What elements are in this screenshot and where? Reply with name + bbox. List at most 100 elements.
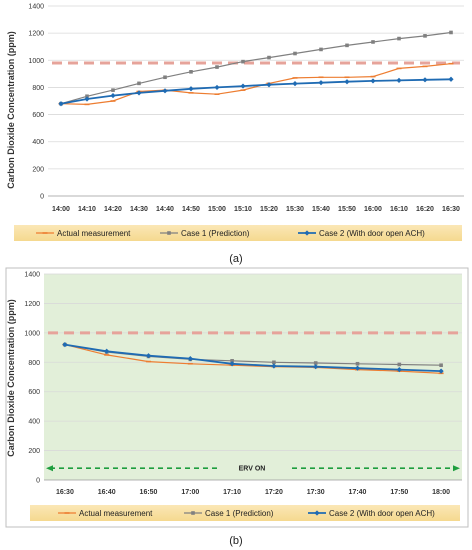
data-point	[62, 342, 68, 348]
data-point	[84, 96, 90, 102]
data-point	[318, 80, 324, 86]
data-point	[313, 364, 319, 370]
y-tick-label: 400	[32, 139, 44, 146]
series-line	[60, 31, 452, 105]
panel-a-y-axis: 0 200 400 600 800 1000 1200 1400	[28, 4, 44, 201]
y-tick-label: 600	[28, 389, 40, 396]
data-point	[423, 34, 427, 38]
panel-a-ylabel: Carbon Dioxide Concentration (ppm)	[6, 31, 16, 189]
legend-item: Case 2 (With door open ACH)	[298, 229, 425, 238]
x-tick-label: 15:20	[260, 206, 278, 213]
legend-item: Case 2 (With door open ACH)	[308, 509, 435, 518]
data-point	[215, 65, 219, 69]
data-point	[241, 59, 245, 64]
series-line	[64, 343, 442, 372]
x-tick-label: 16:10	[390, 206, 408, 213]
legend-swatch-marker	[191, 511, 195, 515]
x-tick-label: 14:10	[78, 206, 96, 213]
series-3	[62, 342, 444, 374]
legend-label: Case 2 (With door open ACH)	[329, 509, 435, 518]
y-tick-label: 800	[32, 85, 44, 92]
x-tick-label: 15:10	[234, 206, 252, 213]
data-point	[187, 356, 193, 362]
x-tick-label: 15:30	[286, 206, 304, 213]
panel-b-y-axis: 0 200 400 600 800 1000 1200 1400	[24, 272, 40, 485]
x-tick-label: 16:00	[364, 206, 382, 213]
panel-b: Carbon Dioxide Concentration (ppm) 0 200 4…	[5, 267, 469, 547]
panel-a-x-axis: 14:00 14:10 14:20 14:30 14:40 14:50 15:00 15:10…	[52, 206, 460, 213]
x-tick-label: 14:20	[104, 206, 122, 213]
data-point	[240, 83, 246, 89]
y-tick-label: 1000	[24, 330, 40, 337]
panel-b-legend-box	[30, 505, 460, 521]
panel-b-plot-area	[44, 274, 462, 480]
data-point	[85, 94, 89, 99]
x-tick-label: 15:50	[338, 206, 356, 213]
x-tick-label: 17:30	[307, 489, 325, 496]
y-tick-label: 200	[32, 166, 44, 173]
erv-arrow-right-head	[453, 465, 460, 472]
legend-item: Case 1 (Prediction)	[184, 509, 274, 518]
series-line	[60, 63, 452, 106]
data-point	[370, 78, 376, 84]
x-tick-label: 16:50	[140, 489, 158, 496]
data-point	[355, 361, 360, 366]
legend-item: Actual measurement	[36, 229, 131, 238]
data-point	[439, 363, 443, 368]
data-point	[162, 88, 168, 94]
y-tick-label: 1400	[28, 4, 44, 11]
x-tick-label: 17:50	[390, 489, 408, 496]
data-point	[110, 92, 116, 99]
x-tick-label: 17:10	[223, 489, 241, 496]
panel-b-ylabel: Carbon Dioxide Concentration (ppm)	[6, 299, 16, 457]
x-tick-label: 14:50	[182, 206, 200, 213]
data-point	[230, 359, 234, 363]
series-2	[59, 30, 453, 106]
data-point	[104, 348, 110, 354]
x-tick-label: 16:30	[56, 489, 74, 496]
data-point	[344, 79, 350, 85]
data-point	[271, 363, 277, 369]
y-tick-label: 800	[28, 360, 40, 367]
y-tick-label: 1200	[24, 301, 40, 308]
data-point	[449, 30, 453, 35]
panel-a: Carbon Dioxide Concentration (ppm) 0 200 4…	[6, 4, 464, 265]
x-tick-label: 18:00	[432, 489, 450, 496]
panel-b-gridlines	[44, 273, 462, 481]
data-point	[371, 40, 375, 44]
erv-arrow-left-head	[46, 465, 53, 472]
panel-b-series	[62, 342, 444, 375]
y-tick-label: 600	[32, 112, 44, 119]
y-tick-label: 400	[28, 419, 40, 426]
data-point	[292, 81, 298, 87]
y-tick-label: 1000	[28, 58, 44, 65]
data-point	[163, 75, 167, 80]
x-tick-label: 17:20	[265, 489, 283, 496]
data-point	[214, 84, 220, 91]
y-tick-label: 200	[28, 448, 40, 455]
data-point	[111, 88, 115, 92]
panel-a-label: (a)	[229, 253, 242, 265]
data-point	[58, 101, 64, 107]
series-1	[58, 62, 454, 106]
data-point	[145, 353, 152, 359]
panel-a-legend: Actual measurement Case 1 (Prediction) Cas…	[36, 229, 425, 238]
series-line	[60, 78, 452, 105]
data-point	[422, 77, 428, 83]
panel-a-legend-box	[14, 225, 462, 241]
x-tick-label: 15:00	[208, 206, 226, 213]
data-point	[266, 82, 272, 88]
x-tick-label: 16:20	[416, 206, 434, 213]
panel-b-legend: Actual measurement Case 1 (Prediction) Cas…	[58, 509, 435, 518]
data-point	[136, 90, 142, 96]
legend-label: Case 1 (Prediction)	[205, 509, 274, 518]
y-tick-label: 0	[40, 194, 44, 201]
data-point	[267, 55, 271, 60]
data-point	[397, 362, 402, 367]
data-point	[319, 47, 323, 52]
series-line	[64, 344, 442, 374]
legend-label: Case 1 (Prediction)	[181, 229, 250, 238]
data-point	[354, 365, 361, 371]
data-point	[345, 43, 349, 48]
